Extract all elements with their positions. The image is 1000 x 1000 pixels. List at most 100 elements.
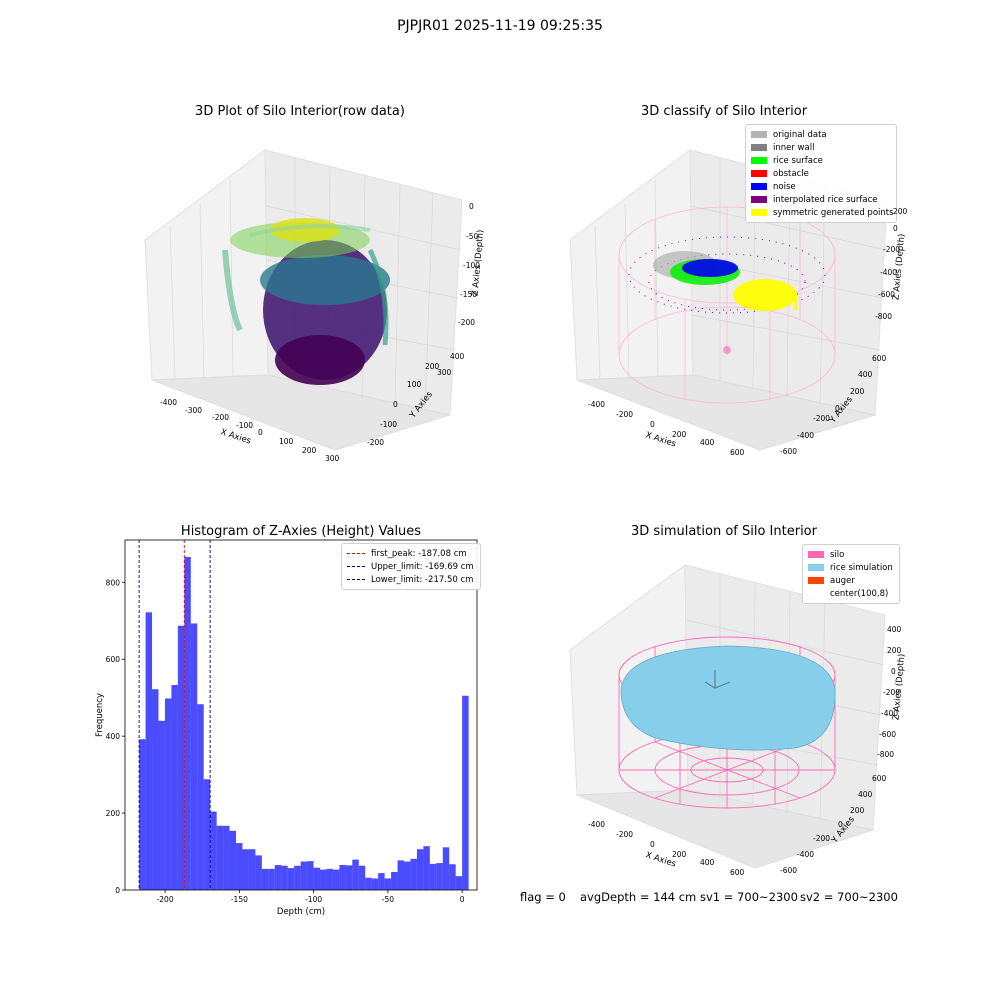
histogram-ytick-label: 0 — [115, 886, 120, 895]
histogram-bar — [378, 873, 385, 890]
legend-item: Lower_limit: -217.50 cm — [347, 573, 475, 586]
panel2-title: 3D classify of Silo Interior — [640, 104, 808, 119]
footer-sv1: sv1 = 700~2300 — [700, 890, 798, 904]
panel2-silo-center — [723, 346, 731, 354]
histogram-bar — [391, 871, 398, 890]
p2-ytick: 0 — [835, 404, 840, 413]
legend-label: rice surface — [773, 155, 823, 166]
legend-item: rice simulation — [808, 561, 894, 574]
histogram-bar — [177, 625, 185, 890]
legend-label: noise — [773, 181, 796, 192]
legend-swatch — [751, 196, 767, 203]
histogram-bar — [268, 868, 275, 890]
histogram-bar — [449, 864, 456, 890]
histogram-bar — [242, 849, 249, 890]
histogram-bar — [158, 720, 165, 890]
footer-sv2: sv2 = 700~2300 — [800, 890, 898, 904]
panel3-title: Histogram of Z-Axies (Height) Values — [180, 524, 422, 539]
panel2-silo-wireframe — [618, 206, 836, 404]
panel2-legend: original data inner wall rice surface ob… — [745, 124, 897, 223]
histogram-bar — [145, 612, 153, 890]
histogram-bar — [210, 811, 217, 890]
p4-xtick: 0 — [650, 840, 655, 849]
histogram-bar — [164, 698, 172, 890]
p1-ztick: -150 — [460, 290, 478, 299]
histogram-bars — [139, 556, 469, 890]
p2-ztick: -600 — [878, 290, 896, 299]
legend-line — [347, 579, 365, 580]
histogram-ylabel: Frequency — [95, 693, 105, 737]
histogram-ytick-label: 200 — [106, 809, 121, 818]
panel1-pane-left — [144, 149, 269, 381]
p4-ytick: -600 — [780, 866, 798, 875]
p4-ytick: -400 — [797, 850, 815, 859]
p1-ytick: 100 — [407, 380, 422, 389]
histogram-bar — [229, 830, 237, 890]
p2-ztick: -800 — [875, 312, 893, 321]
histogram-bar — [429, 863, 437, 890]
histogram-bar — [300, 861, 308, 890]
legend-label: Upper_limit: -169.69 cm — [371, 561, 474, 572]
histogram-bar — [248, 849, 256, 890]
legend-label: first_peak: -187.08 cm — [371, 548, 467, 559]
histogram-plot: -200 -150 -100 -50 0 0 200 400 600 800 Depth (cm… — [95, 539, 478, 917]
p4-ztick: -800 — [877, 750, 895, 759]
histogram-bar — [384, 878, 392, 890]
histogram-xticks: -200 -150 -100 -50 0 — [157, 890, 465, 904]
figure-title: PJPJR01 2025-11-19 09:25:35 — [397, 18, 603, 34]
histogram-bar — [371, 878, 379, 890]
histogram-bar — [436, 863, 443, 890]
p1-xtick: -200 — [212, 413, 230, 422]
legend-swatch — [808, 577, 824, 584]
p2-ztick: 0 — [893, 224, 898, 233]
footer-avg-depth: avgDepth = 144 cm — [580, 890, 697, 904]
histogram-bar — [216, 825, 224, 890]
p4-xtick: -400 — [588, 820, 606, 829]
legend-swatch — [751, 183, 767, 190]
histogram-bar — [320, 869, 327, 890]
histogram-bar — [326, 868, 333, 890]
histogram-xlabel: Depth (cm) — [277, 907, 325, 917]
legend-swatch — [751, 131, 767, 138]
legend-swatch — [808, 551, 824, 558]
legend-item: noise — [751, 180, 891, 193]
p1-ytick: 300 — [437, 368, 452, 377]
histogram-bar — [462, 695, 469, 890]
histogram-bar — [171, 685, 178, 890]
p2-xtick: -400 — [588, 400, 606, 409]
legend-swatch — [808, 590, 824, 597]
p4-xtick: 200 — [672, 850, 687, 859]
histogram-bar — [236, 843, 243, 890]
p2-xtick: 400 — [700, 438, 715, 447]
p1-xtick: 200 — [302, 446, 317, 455]
p4-ztick: 0 — [891, 667, 896, 676]
histogram-xtick-label: -100 — [305, 895, 322, 904]
panel2-symmetric-arc — [786, 295, 798, 311]
panel3-legend: first_peak: -187.08 cm Upper_limit: -169… — [341, 543, 481, 590]
panel4-pane-floor — [576, 789, 875, 869]
histogram-bar — [255, 855, 262, 890]
p2-ytick: 600 — [872, 354, 887, 363]
histogram-bar — [455, 876, 463, 890]
p1-xtick: -400 — [160, 398, 178, 407]
histogram-bar — [223, 825, 230, 890]
histogram-bar — [352, 859, 359, 890]
panel1-cloud-arc-right — [367, 248, 389, 346]
histogram-bar — [274, 865, 282, 890]
p2-ytick: -400 — [797, 431, 815, 440]
p2-ytick: 400 — [858, 370, 873, 379]
histogram-bar — [197, 704, 204, 890]
p4-ytick: 600 — [872, 774, 887, 783]
legend-item: Upper_limit: -169.69 cm — [347, 560, 475, 573]
histogram-xtick-label: -200 — [157, 895, 174, 904]
legend-item: obstacle — [751, 167, 891, 180]
histogram-vlines — [138, 540, 211, 890]
histogram-bar — [261, 868, 269, 890]
histogram-bar — [397, 860, 405, 890]
legend-item: auger — [808, 574, 894, 587]
legend-label: rice simulation — [830, 562, 893, 573]
panel2-pane-floor — [576, 374, 877, 451]
histogram-bar — [416, 849, 424, 890]
histogram-bar — [332, 869, 340, 890]
p1-xtick: 300 — [325, 454, 340, 463]
